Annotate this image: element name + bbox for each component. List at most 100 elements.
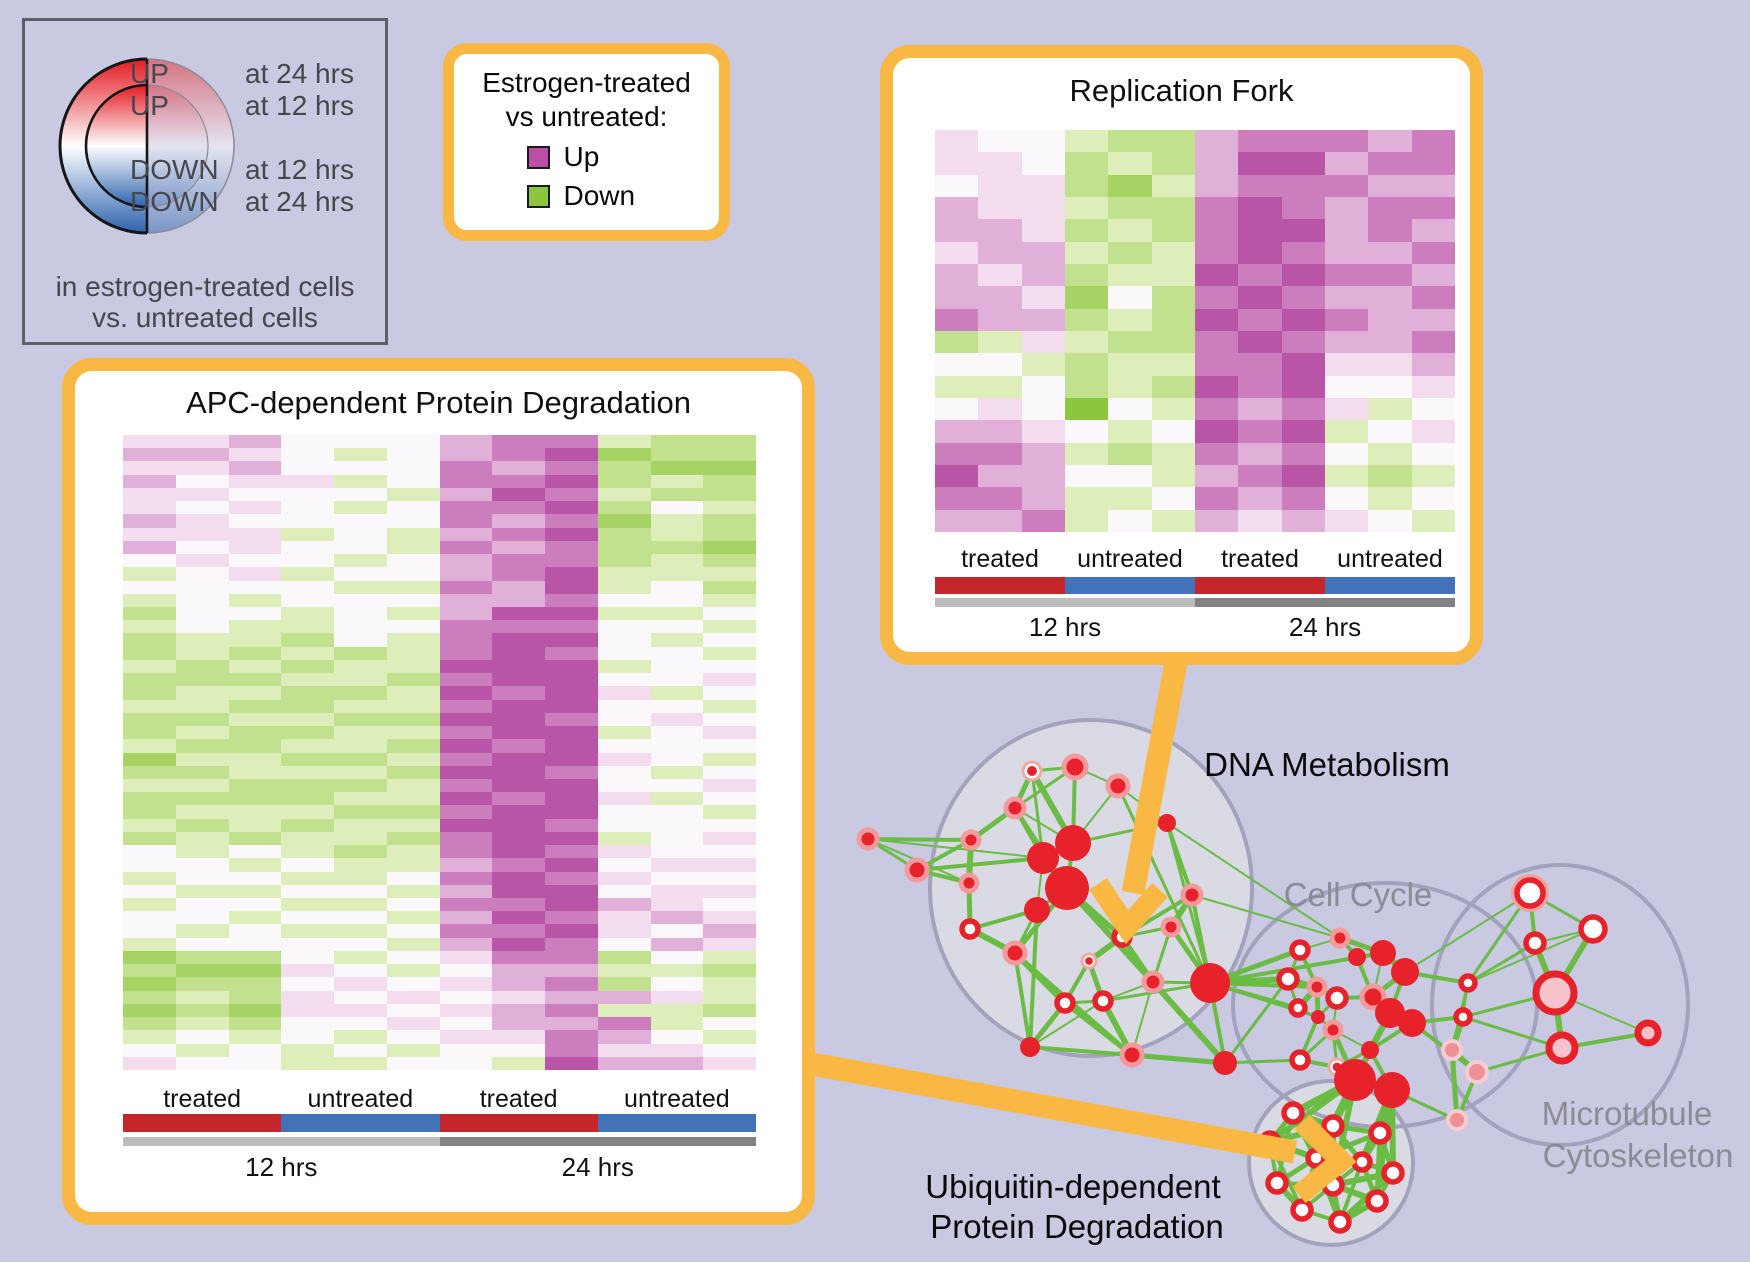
- heatmap-cell: [1064, 152, 1109, 175]
- heatmap-cell: [123, 514, 176, 528]
- gene-node: [1391, 958, 1419, 986]
- heatmap-cell: [175, 659, 229, 674]
- heatmap-cell: [123, 818, 176, 832]
- heatmap-cell: [439, 646, 493, 660]
- group-label-untreated: untreated: [1077, 545, 1183, 573]
- heatmap-cell: [1151, 353, 1195, 376]
- gene-node: [959, 918, 981, 940]
- heatmap-cell: [545, 554, 598, 568]
- heatmap-cell: [492, 805, 545, 819]
- replication-fork-heatmap: [935, 130, 1455, 532]
- heatmap-cell: [703, 1030, 756, 1044]
- heatmap-cell: [1411, 241, 1455, 264]
- heatmap-cell: [1064, 286, 1109, 309]
- group-label-untreated: untreated: [624, 1085, 730, 1113]
- heatmap-cell: [1324, 219, 1369, 242]
- heatmap-cell: [123, 726, 176, 740]
- heatmap-cell: [597, 686, 651, 700]
- heatmap-cell: [597, 712, 651, 727]
- heatmap-cell: [1194, 487, 1239, 510]
- gene-node: [1027, 842, 1059, 874]
- gene-node: [1003, 796, 1027, 820]
- heatmap-cell: [439, 845, 493, 859]
- heatmap-cell: [228, 435, 282, 449]
- heatmap-cell: [1281, 353, 1325, 376]
- heatmap-cell: [386, 831, 440, 846]
- heatmap-cell: [492, 646, 545, 660]
- heatmap-cell: [650, 580, 704, 594]
- heatmap-cell: [281, 606, 334, 621]
- gene-node: [1375, 998, 1405, 1028]
- heatmap-cell: [703, 818, 756, 832]
- heatmap-cell: [703, 501, 756, 515]
- heatmap-cell: [1194, 465, 1239, 488]
- heatmap-cell: [703, 633, 756, 647]
- heatmap-cell: [228, 461, 282, 475]
- heatmap-cell: [1021, 197, 1065, 220]
- heatmap-cell: [935, 442, 979, 465]
- heatmap-cell: [545, 1003, 598, 1018]
- heatmap-cell: [597, 580, 651, 594]
- heatmap-cell: [703, 514, 756, 528]
- heatmap-cell: [281, 461, 334, 475]
- heatmap-cell: [281, 699, 334, 713]
- heatmap-cell: [123, 620, 176, 634]
- gene-node: [856, 827, 880, 851]
- heatmap-cell: [281, 845, 334, 859]
- heatmap-cell: [597, 1030, 651, 1044]
- heatmap-cell: [492, 884, 545, 899]
- heatmap-cell: [123, 924, 176, 938]
- heatmap-cell: [1411, 442, 1455, 465]
- heatmap-cell: [175, 487, 229, 502]
- heatmap-cell: [650, 739, 704, 753]
- heatmap-cell: [1108, 264, 1152, 287]
- heatmap-cell: [492, 792, 545, 806]
- heatmap-cell: [228, 659, 282, 674]
- heatmap-cell: [703, 858, 756, 872]
- heatmap-cell: [281, 805, 334, 819]
- heatmap-cell: [123, 606, 176, 621]
- heatmap-cell: [703, 898, 756, 912]
- heatmap-cell: [1238, 241, 1282, 264]
- heatmap-cell: [703, 673, 756, 687]
- heatmap-cell: [228, 673, 282, 687]
- heatmap-cell: [334, 593, 387, 607]
- apc-panel-title: APC-dependent Protein Degradation: [186, 385, 691, 420]
- heatmap-cell: [545, 950, 598, 965]
- heatmap-cell: [650, 699, 704, 713]
- heatmap-cell: [334, 487, 387, 502]
- heatmap-cell: [1021, 353, 1065, 376]
- heatmap-cell: [597, 831, 651, 846]
- heatmap-cell: [281, 990, 334, 1004]
- gene-node: [1328, 1210, 1352, 1234]
- heatmap-cell: [386, 818, 440, 832]
- heatmap-cell: [1368, 197, 1412, 220]
- heatmap-cell: [597, 964, 651, 978]
- untreated-bar: [281, 1114, 440, 1132]
- heatmap-cell: [935, 509, 979, 532]
- heatmap-cell: [281, 501, 334, 515]
- heatmap-cell: [123, 871, 176, 885]
- heatmap-cell: [492, 726, 545, 740]
- heatmap-cell: [545, 686, 598, 700]
- heatmap-cell: [492, 778, 545, 793]
- heatmap-cell: [1238, 398, 1282, 421]
- heatmap-cell: [650, 448, 704, 462]
- heatmap-cell: [1238, 264, 1282, 287]
- heatmap-cell: [228, 778, 282, 793]
- gene-node: [1514, 877, 1546, 909]
- heatmap-cell: [228, 699, 282, 713]
- heatmap-cell: [703, 1043, 756, 1057]
- cluster-microtubule: [1430, 863, 1690, 1147]
- heatmap-cell: [1021, 130, 1065, 153]
- heatmap-cell: [228, 1030, 282, 1044]
- heatmap-cell: [597, 606, 651, 621]
- heatmap-cell: [439, 699, 493, 713]
- heatmap-cell: [597, 567, 651, 581]
- heatmap-cell: [334, 845, 387, 859]
- heatmap-cell: [650, 686, 704, 700]
- heatmap-cell: [1411, 130, 1455, 153]
- heatmap-cell: [492, 871, 545, 885]
- heatmap-cell: [334, 911, 387, 925]
- heatmap-cell: [1064, 264, 1109, 287]
